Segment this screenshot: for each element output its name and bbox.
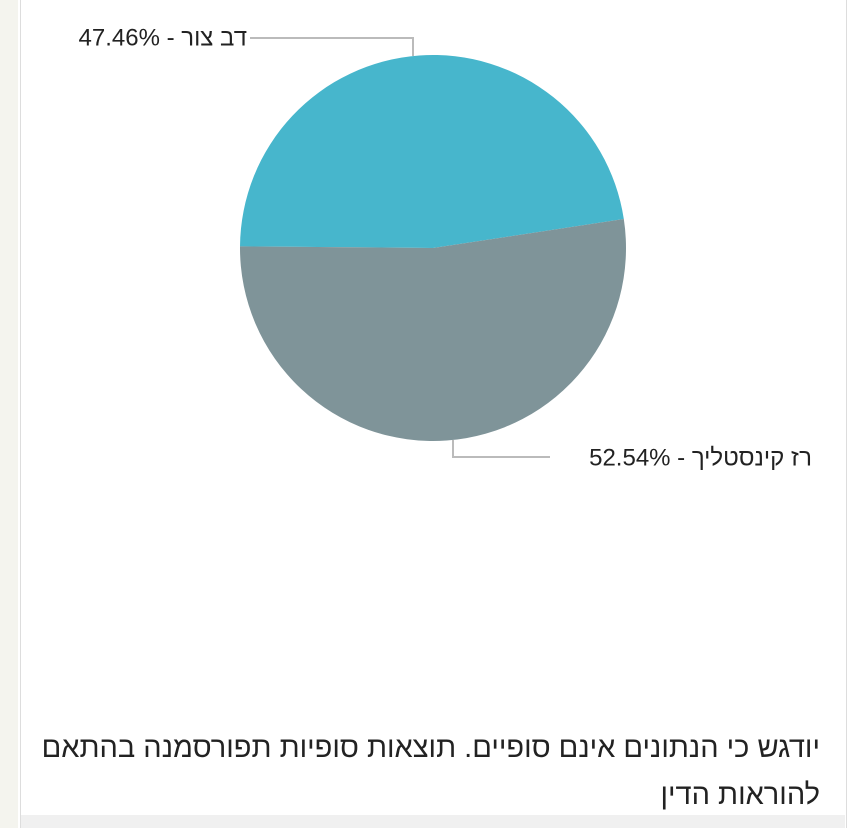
slice-label: דב צור - 47.46% [79, 24, 247, 51]
footnote: יודגש כי הנתונים אינם סופיים. תוצאות סופ… [41, 732, 820, 811]
side-strip [0, 0, 18, 828]
pie-slice [240, 55, 624, 248]
slice-label: רז קינסטליך - 52.54% [589, 444, 812, 471]
leader-line [452, 440, 550, 458]
bottom-bar [21, 815, 845, 828]
pie-slice [240, 218, 627, 442]
leader-line [250, 37, 414, 56]
